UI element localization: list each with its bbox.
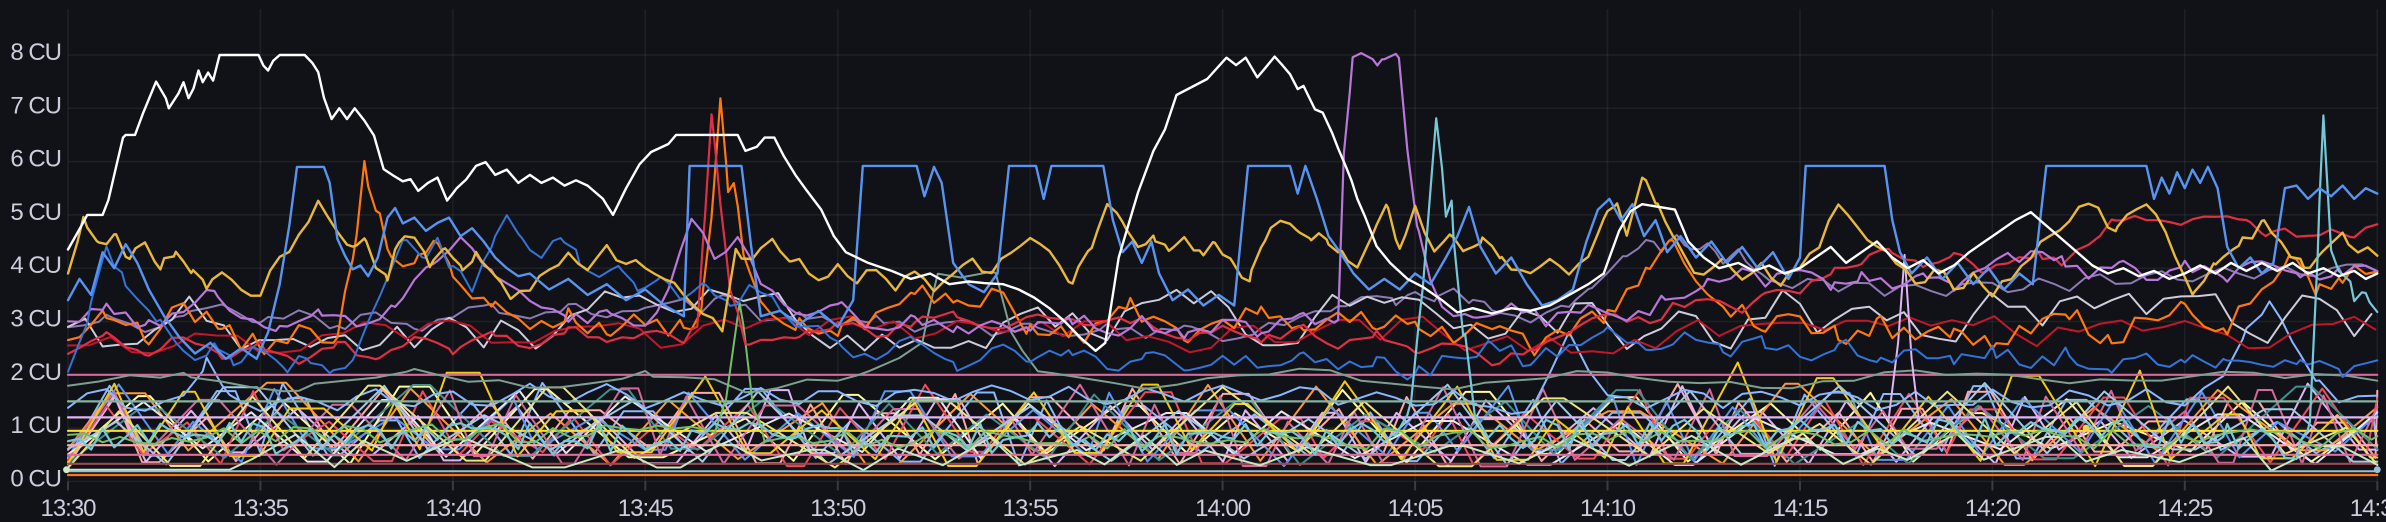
svg-text:2 CU: 2 CU [10,359,61,386]
svg-text:14:00: 14:00 [1195,495,1251,522]
svg-text:14:15: 14:15 [1772,495,1828,522]
svg-text:13:45: 13:45 [618,495,674,522]
svg-text:13:50: 13:50 [810,495,866,522]
svg-text:14:25: 14:25 [2157,495,2213,522]
svg-text:14:10: 14:10 [1580,495,1636,522]
svg-text:0 CU: 0 CU [10,465,61,492]
svg-text:14:30: 14:30 [2350,495,2386,522]
svg-text:13:55: 13:55 [1003,495,1059,522]
svg-text:8 CU: 8 CU [10,39,61,66]
svg-text:13:40: 13:40 [425,495,481,522]
svg-text:14:20: 14:20 [1965,495,2021,522]
svg-text:13:35: 13:35 [233,495,289,522]
svg-text:5 CU: 5 CU [10,199,61,226]
svg-text:14:05: 14:05 [1388,495,1444,522]
svg-text:3 CU: 3 CU [10,306,61,333]
svg-text:1 CU: 1 CU [10,412,61,439]
svg-text:13:30: 13:30 [40,495,96,522]
svg-text:7 CU: 7 CU [10,92,61,119]
svg-text:4 CU: 4 CU [10,252,61,279]
svg-text:6 CU: 6 CU [10,146,61,173]
